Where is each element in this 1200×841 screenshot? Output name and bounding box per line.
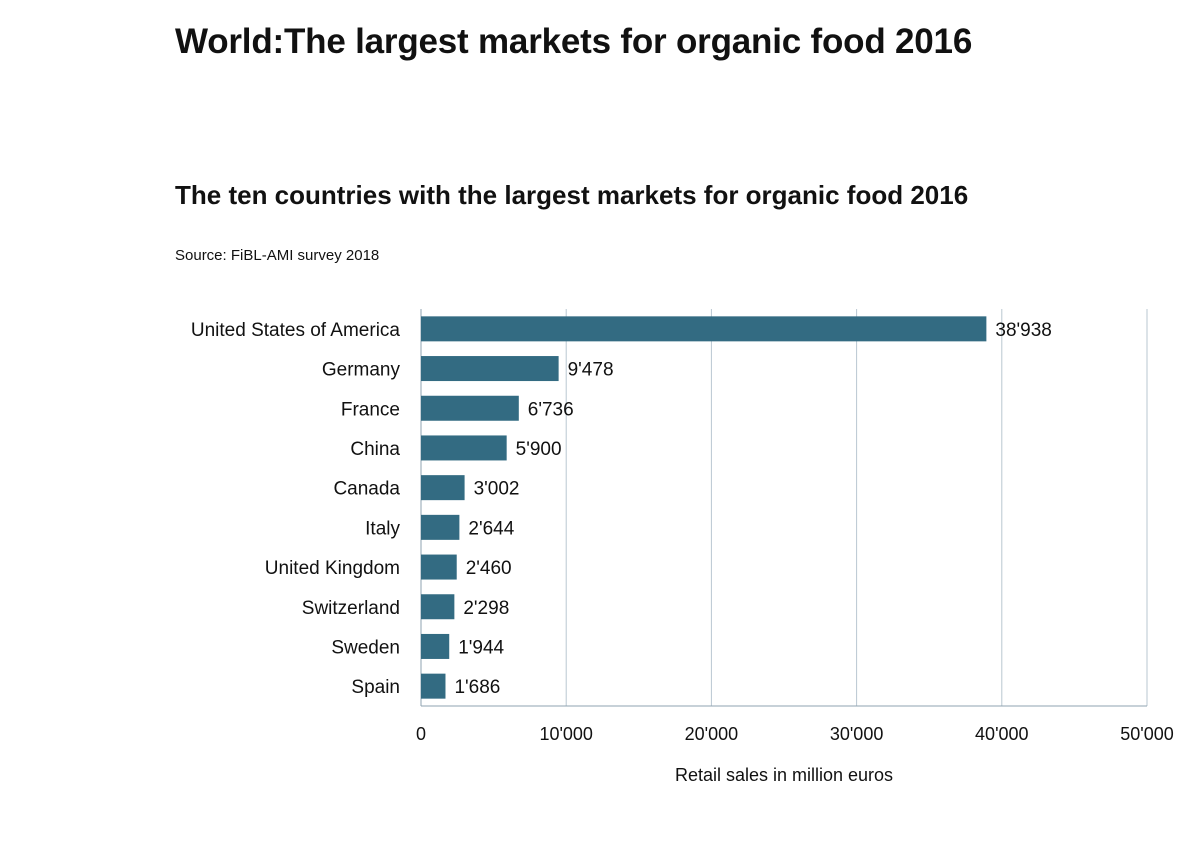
- x-tick-label: 40'000: [975, 724, 1029, 744]
- value-label: 1'686: [454, 677, 500, 698]
- x-tick-label: 0: [416, 724, 426, 744]
- bar: [421, 554, 457, 580]
- x-tick-label: 20'000: [685, 724, 739, 744]
- chart-source: Source: FiBL-AMI survey 2018: [175, 247, 380, 264]
- value-label: 6'736: [528, 399, 574, 420]
- value-label: 9'478: [568, 360, 614, 381]
- value-label: 2'644: [468, 518, 514, 539]
- category-label: France: [341, 399, 400, 420]
- x-axis-title: Retail sales in million euros: [675, 765, 893, 785]
- category-label: Sweden: [331, 637, 400, 658]
- x-tick-label: 30'000: [830, 724, 884, 744]
- value-label: 38'938: [995, 320, 1051, 341]
- value-label: 5'900: [516, 439, 562, 460]
- category-label: China: [350, 439, 400, 460]
- category-label: United Kingdom: [265, 558, 400, 579]
- value-label: 2'298: [463, 598, 509, 619]
- bar: [421, 594, 455, 620]
- x-axis-ticks: 0 10'000 20'000 30'000 40'000 50'000: [416, 724, 1174, 744]
- category-label: Germany: [322, 360, 401, 381]
- category-label: United States of America: [191, 320, 401, 341]
- bar: [421, 435, 507, 461]
- chart-title: The ten countries with the largest marke…: [175, 180, 969, 210]
- category-label: Spain: [351, 677, 400, 698]
- category-label: Switzerland: [302, 598, 400, 619]
- category-label: Canada: [333, 479, 400, 500]
- value-label: 1'944: [458, 637, 504, 658]
- bar: [421, 316, 987, 342]
- bar: [421, 673, 446, 699]
- category-labels: United States of America Germany France Chi…: [191, 320, 401, 698]
- bar: [421, 395, 519, 421]
- bar: [421, 633, 450, 659]
- bar: [421, 475, 465, 501]
- page-title: World:The largest markets for organic fo…: [175, 22, 973, 61]
- value-label: 3'002: [474, 479, 520, 500]
- x-tick-label: 10'000: [539, 724, 593, 744]
- bar: [421, 356, 559, 382]
- category-label: Italy: [365, 518, 400, 539]
- value-labels: 38'938 9'478 6'736 5'900 3'002 2'644 2'460 2'29…: [454, 320, 1051, 698]
- bars: [421, 316, 987, 699]
- value-label: 2'460: [466, 558, 512, 579]
- bar: [421, 514, 460, 540]
- x-tick-label: 50'000: [1120, 724, 1174, 744]
